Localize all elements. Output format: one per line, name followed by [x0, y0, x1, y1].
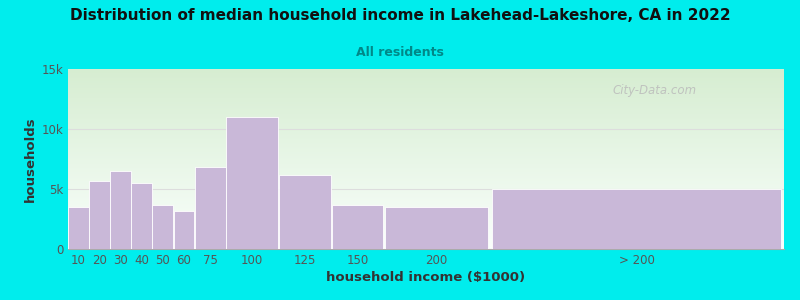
Bar	[153, 205, 173, 249]
Text: City-Data.com: City-Data.com	[612, 84, 696, 97]
Bar	[385, 207, 488, 249]
Bar	[226, 117, 278, 249]
Bar	[131, 183, 152, 249]
Bar	[279, 175, 330, 249]
Y-axis label: households: households	[24, 116, 38, 202]
Text: Distribution of median household income in Lakehead-Lakeshore, CA in 2022: Distribution of median household income …	[70, 8, 730, 22]
Bar	[68, 207, 89, 249]
Bar	[90, 181, 110, 249]
Bar	[174, 211, 194, 249]
Bar	[110, 171, 131, 249]
Bar	[194, 167, 226, 249]
Text: All residents: All residents	[356, 46, 444, 59]
Bar	[492, 189, 781, 249]
X-axis label: household income ($1000): household income ($1000)	[326, 271, 526, 284]
Bar	[332, 205, 383, 249]
